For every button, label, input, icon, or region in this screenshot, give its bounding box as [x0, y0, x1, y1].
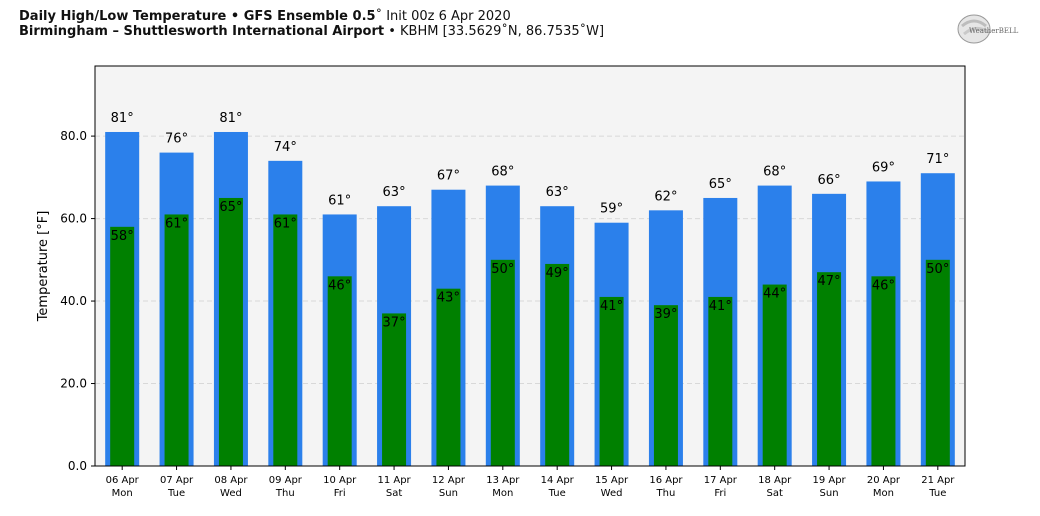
high-temp-label: 67°	[437, 169, 460, 184]
low-temp-bar	[925, 259, 950, 466]
low-temp-label: 37°	[383, 315, 406, 330]
low-temp-label: 49°	[546, 266, 569, 281]
low-temp-bar	[110, 226, 135, 466]
high-temp-label: 63°	[383, 185, 406, 200]
high-temp-label: 69°	[872, 160, 895, 175]
low-temp-label: 46°	[328, 278, 351, 293]
low-temp-bar	[382, 313, 407, 466]
low-temp-bar	[490, 259, 515, 466]
x-tick-label: 06 Apr Mon	[106, 475, 140, 499]
y-tick-label: 0.0	[68, 459, 87, 473]
low-temp-label: 47°	[818, 274, 841, 289]
low-temp-label: 46°	[872, 278, 895, 293]
high-temp-label: 81°	[111, 111, 134, 126]
high-temp-label: 76°	[165, 132, 188, 147]
low-temp-bar	[871, 276, 896, 466]
x-tick-label: 20 Apr Mon	[867, 475, 901, 499]
high-temp-label: 74°	[274, 140, 297, 155]
plot-frame	[94, 65, 966, 467]
x-tick-label: 17 Apr Fri	[704, 475, 738, 499]
high-temp-label: 68°	[491, 165, 514, 180]
x-tick-label: 13 Apr Mon	[486, 475, 520, 499]
weatherbell-logo: WeatherBELL	[957, 14, 1019, 44]
chart-title: Daily High/Low Temperature • GFS Ensembl…	[19, 9, 511, 24]
high-temp-label: 68°	[763, 165, 786, 180]
low-temp-label: 50°	[491, 262, 514, 277]
low-temp-label: 50°	[926, 262, 949, 277]
y-tick-label: 20.0	[60, 377, 87, 391]
low-temp-label: 41°	[600, 299, 623, 314]
high-temp-label: 71°	[926, 152, 949, 167]
x-tick-label: 18 Apr Sat	[758, 475, 792, 499]
svg-text:WeatherBELL: WeatherBELL	[969, 27, 1019, 35]
y-tick-label: 60.0	[60, 212, 87, 226]
x-tick-label: 19 Apr Sun	[812, 475, 846, 499]
x-tick-label: 15 Apr Wed	[595, 475, 629, 499]
low-temp-bar	[164, 214, 189, 466]
low-temp-label: 65°	[219, 200, 242, 215]
high-temp-label: 65°	[709, 177, 732, 192]
low-temp-label: 43°	[437, 291, 460, 306]
x-tick-label: 12 Apr Sun	[432, 475, 466, 499]
high-temp-label: 66°	[818, 173, 841, 188]
x-tick-label: 16 Apr Thu	[649, 475, 683, 499]
x-tick-label: 10 Apr Fri	[323, 475, 357, 499]
low-temp-label: 44°	[763, 287, 786, 302]
low-temp-bar	[653, 305, 678, 466]
high-temp-label: 81°	[219, 111, 242, 126]
low-temp-bar	[708, 296, 733, 466]
low-temp-bar	[817, 272, 842, 466]
low-temp-bar	[762, 284, 787, 466]
x-tick-label: 21 Apr Tue	[921, 475, 955, 499]
high-temp-label: 59°	[600, 202, 623, 217]
chart-subtitle: Birmingham – Shuttlesworth International…	[19, 24, 605, 39]
low-temp-label: 41°	[709, 299, 732, 314]
low-temp-label: 61°	[274, 216, 297, 231]
low-temp-bar	[327, 276, 352, 466]
x-tick-label: 08 Apr Wed	[214, 475, 248, 499]
low-temp-label: 39°	[654, 307, 677, 322]
low-temp-label: 61°	[165, 216, 188, 231]
low-temp-bar	[599, 296, 624, 466]
high-temp-label: 61°	[328, 193, 351, 208]
low-temp-bar	[545, 263, 570, 466]
x-tick-label: 07 Apr Tue	[160, 475, 194, 499]
low-temp-bar	[218, 197, 243, 467]
x-tick-label: 11 Apr Sat	[377, 475, 411, 499]
low-temp-label: 58°	[111, 229, 134, 244]
y-tick-label: 80.0	[60, 129, 87, 143]
high-temp-label: 62°	[654, 189, 677, 204]
low-temp-bar	[436, 288, 461, 466]
low-temp-bar	[273, 214, 298, 466]
y-axis-label: Temperature [°F]	[36, 211, 51, 323]
high-temp-label: 63°	[546, 185, 569, 200]
y-tick-label: 40.0	[60, 294, 87, 308]
x-tick-label: 09 Apr Thu	[269, 475, 303, 499]
x-tick-label: 14 Apr Tue	[541, 475, 575, 499]
